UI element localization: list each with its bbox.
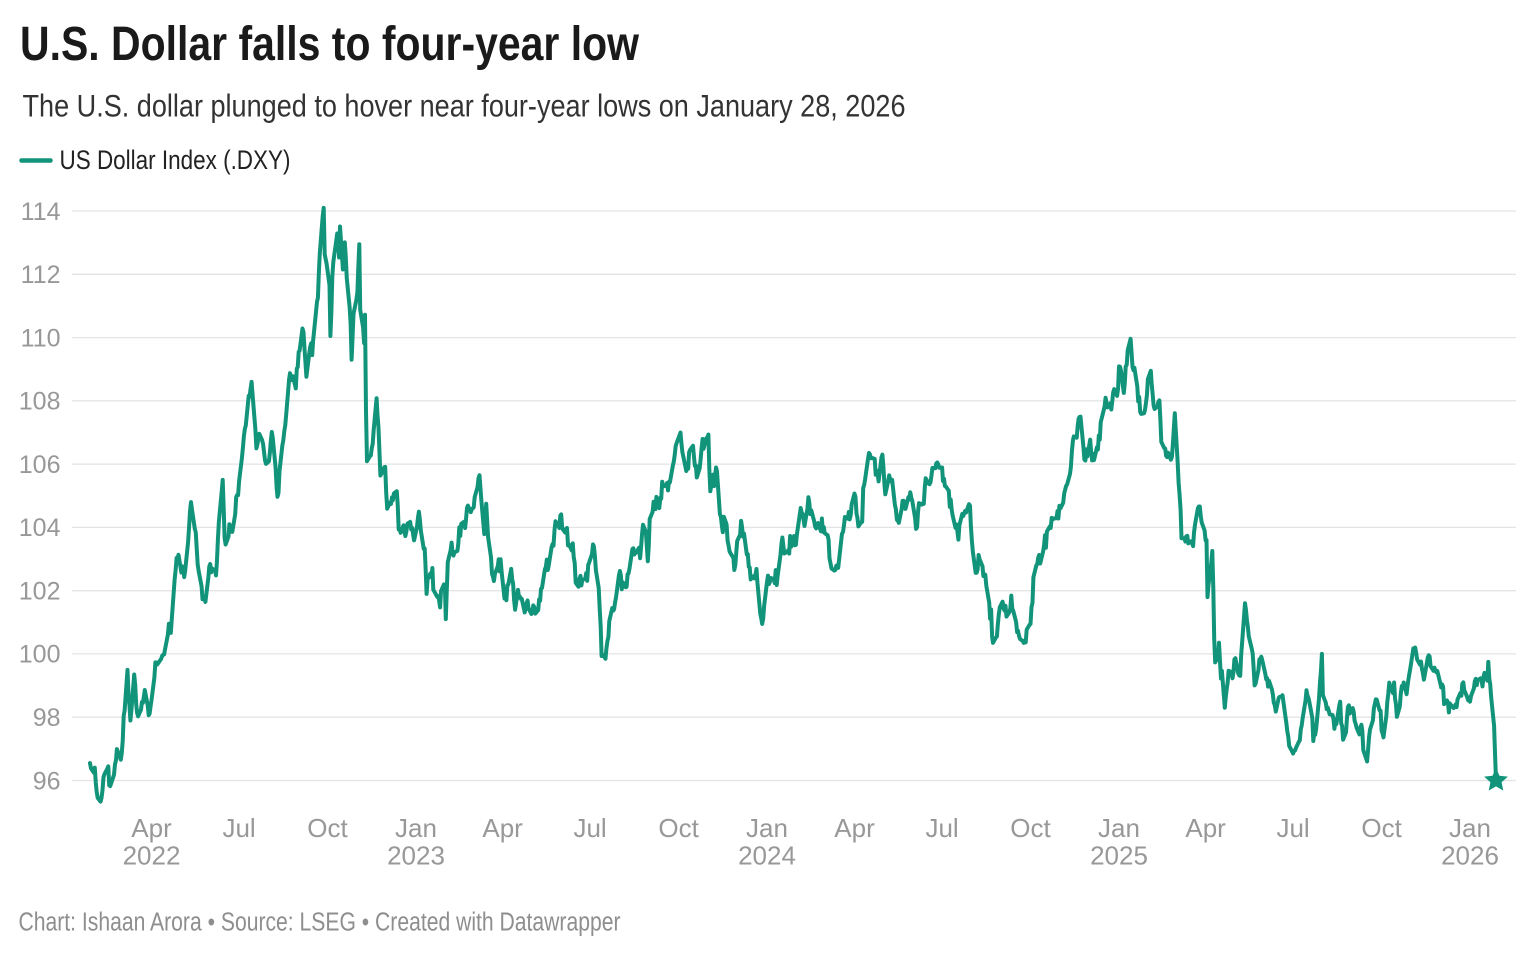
svg-text:112: 112 xyxy=(21,261,61,289)
svg-text:Apr: Apr xyxy=(131,813,172,843)
svg-text:Apr: Apr xyxy=(1185,813,1226,843)
svg-text:Jan: Jan xyxy=(395,813,437,843)
svg-text:Oct: Oct xyxy=(307,813,348,843)
svg-text:102: 102 xyxy=(19,578,61,606)
svg-text:Apr: Apr xyxy=(834,813,875,843)
svg-text:104: 104 xyxy=(19,514,61,542)
svg-text:96: 96 xyxy=(33,767,61,795)
svg-text:114: 114 xyxy=(21,198,61,226)
svg-text:Oct: Oct xyxy=(1361,813,1402,843)
svg-text:2025: 2025 xyxy=(1090,840,1148,870)
svg-text:Jan: Jan xyxy=(1449,813,1491,843)
svg-text:110: 110 xyxy=(21,324,61,352)
svg-text:106: 106 xyxy=(19,451,61,479)
svg-text:Jan: Jan xyxy=(746,813,788,843)
svg-text:2022: 2022 xyxy=(123,840,181,870)
svg-text:Oct: Oct xyxy=(1010,813,1051,843)
svg-text:Chart: Ishaan Arora • Source:: Chart: Ishaan Arora • Source: LSEG • Cre… xyxy=(19,909,621,937)
svg-text:2024: 2024 xyxy=(738,840,796,870)
svg-text:Jan: Jan xyxy=(1098,813,1140,843)
svg-text:U.S. Dollar falls to four-year: U.S. Dollar falls to four-year low xyxy=(20,18,640,71)
svg-text:Jul: Jul xyxy=(1276,813,1309,843)
svg-text:100: 100 xyxy=(19,641,61,669)
svg-text:Jul: Jul xyxy=(222,813,255,843)
svg-text:Apr: Apr xyxy=(482,813,523,843)
svg-text:Oct: Oct xyxy=(658,813,699,843)
svg-text:2023: 2023 xyxy=(387,840,445,870)
svg-text:98: 98 xyxy=(33,704,61,732)
svg-text:Jul: Jul xyxy=(925,813,958,843)
svg-text:The U.S. dollar plunged to hov: The U.S. dollar plunged to hover near fo… xyxy=(23,87,906,123)
svg-text:Jul: Jul xyxy=(573,813,606,843)
svg-text:US Dollar Index (.DXY): US Dollar Index (.DXY) xyxy=(60,145,291,175)
svg-text:108: 108 xyxy=(19,388,61,416)
svg-text:2026: 2026 xyxy=(1441,840,1499,870)
